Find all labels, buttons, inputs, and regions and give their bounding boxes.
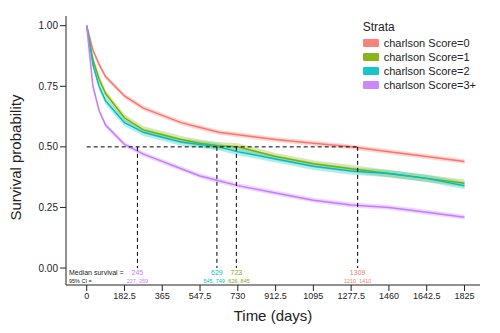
svg-text:1309: 1309 <box>350 269 366 276</box>
html-text:Strata: Strata <box>362 20 395 34</box>
svg-text:912.5: 912.5 <box>264 291 287 301</box>
svg-text:0.50: 0.50 <box>39 141 59 152</box>
html-text:charlson Score=0: charlson Score=0 <box>383 37 470 49</box>
svg-text:545, 749: 545, 749 <box>203 278 224 284</box>
svg-text:723: 723 <box>231 269 243 276</box>
html-text:charlson Score=3+: charlson Score=3+ <box>383 79 476 91</box>
html-text:charlson Score=1: charlson Score=1 <box>383 51 470 63</box>
svg-text:182.5: 182.5 <box>113 291 136 301</box>
svg-text:1210, 1410: 1210, 1410 <box>344 278 372 284</box>
svg-text:547.5: 547.5 <box>189 291 212 301</box>
svg-text:0.75: 0.75 <box>39 81 59 92</box>
html-text:charlson Score=2: charlson Score=2 <box>383 65 470 77</box>
svg-text:245: 245 <box>132 269 144 276</box>
svg-text:1095: 1095 <box>303 291 323 301</box>
svg-text:1277.5: 1277.5 <box>337 291 365 301</box>
svg-text:Survival probability: Survival probability <box>8 94 24 220</box>
svg-text:227, 269: 227, 269 <box>127 278 148 284</box>
svg-text:0.00: 0.00 <box>39 263 59 274</box>
svg-text:0: 0 <box>84 291 89 301</box>
svg-text:626, 845: 626, 845 <box>228 278 249 284</box>
svg-text:365: 365 <box>155 291 170 301</box>
svg-text:1825: 1825 <box>454 291 474 301</box>
svg-text:0.25: 0.25 <box>39 202 59 213</box>
svg-text:95% CI =: 95% CI = <box>69 278 92 284</box>
svg-text:629: 629 <box>211 269 223 276</box>
svg-text:Time (days): Time (days) <box>234 307 313 324</box>
svg-text:Median survival =: Median survival = <box>69 269 124 276</box>
svg-text:730: 730 <box>230 291 245 301</box>
svg-text:1642.5: 1642.5 <box>413 291 441 301</box>
svg-text:1.00: 1.00 <box>39 20 59 31</box>
svg-text:1460: 1460 <box>379 291 399 301</box>
